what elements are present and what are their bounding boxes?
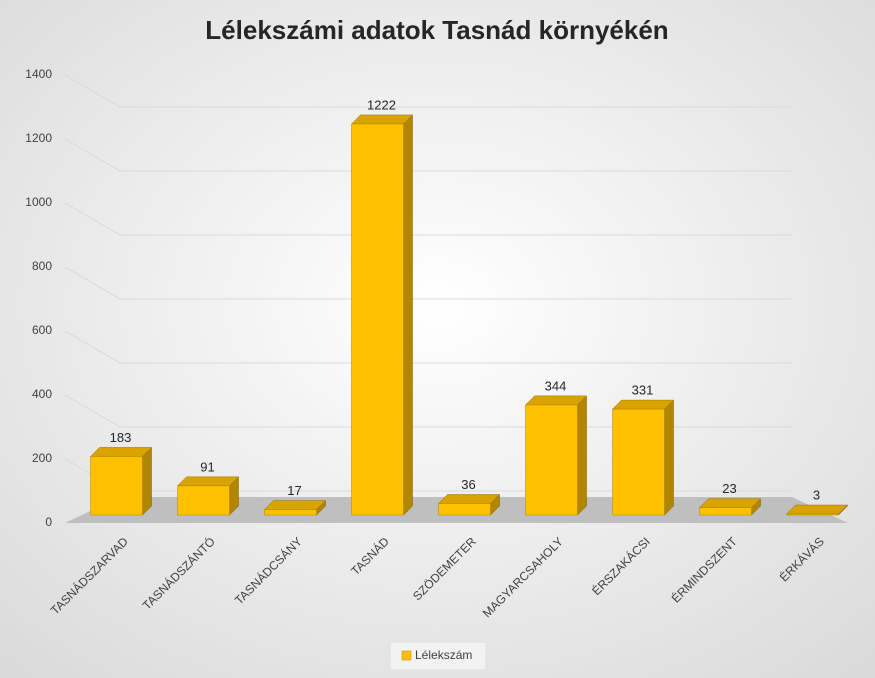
bar-side (142, 446, 152, 516)
bar-top (263, 500, 327, 510)
bar-front (351, 123, 404, 516)
data-label: 331 (632, 383, 654, 398)
data-label: 36 (461, 477, 475, 492)
y-tick-label: 1400 (25, 67, 52, 81)
bar (350, 114, 414, 516)
grid-line (64, 330, 792, 364)
bar-top (89, 447, 153, 457)
bar (524, 395, 588, 516)
grid-line (64, 138, 792, 172)
bar (263, 499, 327, 516)
bar-top (350, 114, 414, 125)
y-tick-label: 800 (32, 259, 52, 273)
y-tick-label: 1000 (25, 195, 52, 209)
data-label: 1222 (367, 97, 396, 112)
bar (785, 504, 849, 516)
bar-front (90, 456, 143, 516)
grid-line (64, 202, 792, 236)
bar-front (699, 507, 752, 516)
bar-side (403, 114, 413, 516)
bar-side (577, 395, 587, 516)
y-tick-label: 0 (45, 515, 52, 529)
bar-top (785, 504, 849, 515)
bar (611, 399, 675, 516)
bar-top (611, 399, 675, 410)
bar-front (264, 509, 317, 516)
bar-top (176, 476, 240, 487)
bar-front (177, 485, 230, 516)
data-label: 23 (722, 481, 736, 496)
bar-front (438, 503, 491, 516)
y-tick-label: 400 (32, 387, 52, 401)
grid-line (64, 74, 792, 108)
data-label: 17 (287, 483, 301, 498)
y-tick-label: 200 (32, 451, 52, 465)
data-label: 344 (545, 378, 567, 393)
bar-top (698, 498, 762, 508)
bar-side (664, 399, 674, 516)
bar-top (437, 494, 501, 504)
y-tick-label: 1200 (25, 131, 52, 145)
data-label: 3 (813, 487, 820, 502)
bar (437, 493, 501, 516)
bar (176, 476, 240, 516)
chart-title: Lélekszámi adatok Tasnád környékén (205, 15, 668, 45)
bar-front (612, 408, 665, 516)
y-tick-label: 600 (32, 323, 52, 337)
data-label: 183 (110, 430, 132, 445)
bar-front (525, 404, 578, 516)
bar (698, 498, 762, 516)
grid-line (64, 266, 792, 300)
bar-top (524, 395, 588, 406)
legend-swatch (401, 650, 412, 661)
bar-front (786, 513, 839, 516)
legend-label: Lélekszám (415, 648, 472, 662)
bar (89, 446, 153, 516)
data-label: 91 (200, 459, 214, 474)
